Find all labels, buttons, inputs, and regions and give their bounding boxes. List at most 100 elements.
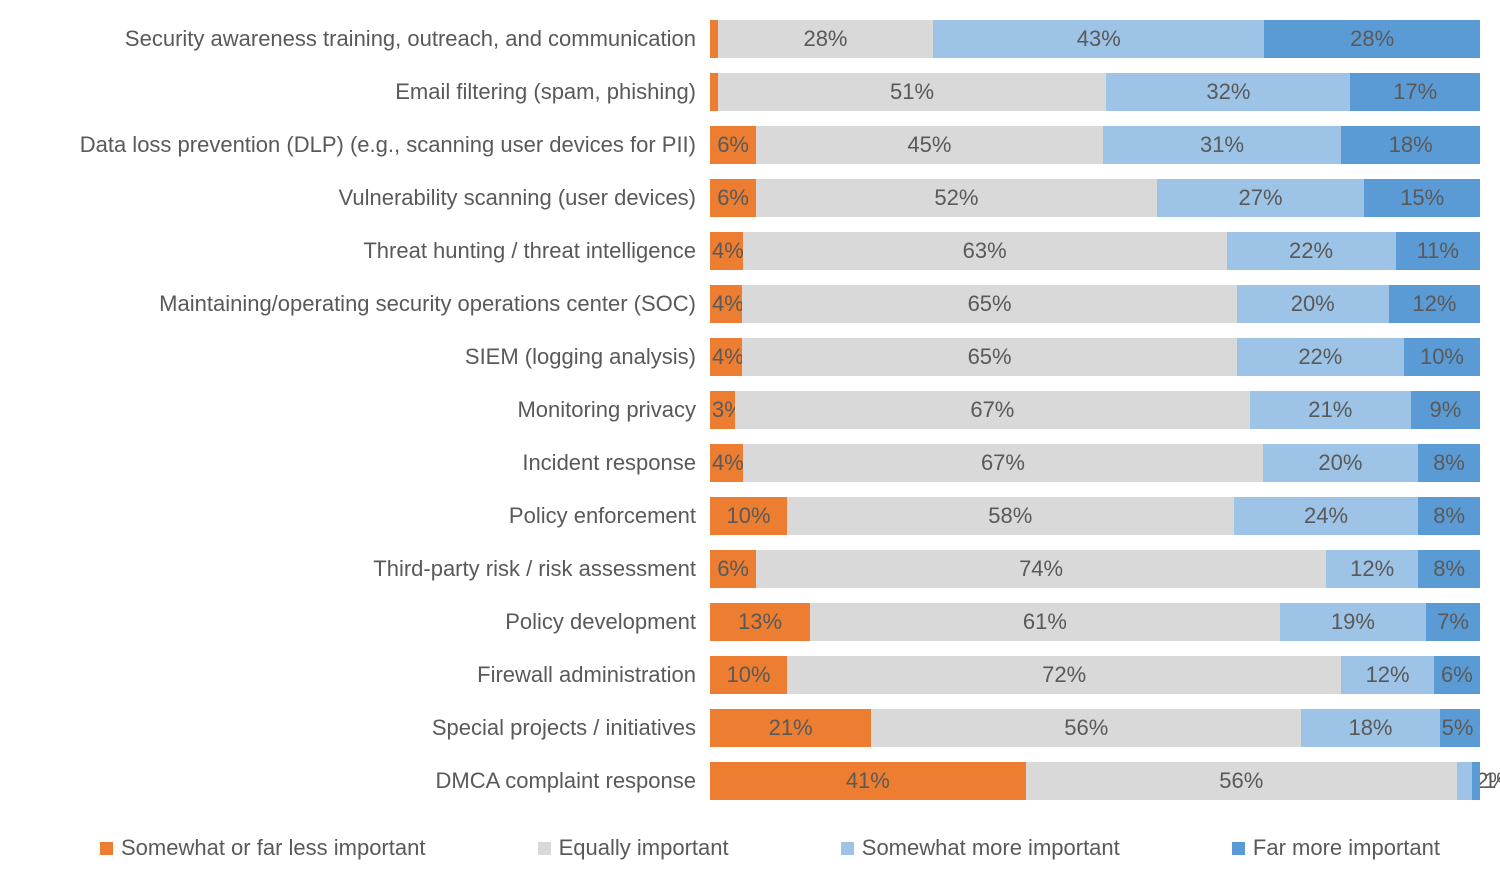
- row-label: Firewall administration: [20, 656, 710, 694]
- segment-value: 51%: [890, 79, 934, 105]
- segment-value: 4%: [712, 238, 744, 264]
- row-label: Threat hunting / threat intelligence: [20, 232, 710, 270]
- legend-swatch: [841, 842, 854, 855]
- segment-somewhat: 27%: [1157, 179, 1365, 217]
- segment-value: 56%: [1219, 768, 1263, 794]
- segment-value: 10%: [1420, 344, 1464, 370]
- segment-value: 4%: [712, 291, 744, 317]
- segment-equal: 51%: [718, 73, 1107, 111]
- segment-far: 17%: [1350, 73, 1480, 111]
- segment-value: 6%: [717, 132, 749, 158]
- segment-value: 31%: [1200, 132, 1244, 158]
- segment-value: 28%: [1350, 26, 1394, 52]
- chart-row: Firewall administration10%72%12%6%: [20, 656, 1480, 694]
- chart-row: Special projects / initiatives21%56%18%5…: [20, 709, 1480, 747]
- segment-value: 12%: [1350, 556, 1394, 582]
- chart-row: Policy enforcement10%58%24%8%: [20, 497, 1480, 535]
- bar: 10%72%12%6%: [710, 656, 1480, 694]
- segment-equal: 63%: [743, 232, 1227, 270]
- segment-equal: 56%: [871, 709, 1301, 747]
- segment-value: 6%: [717, 556, 749, 582]
- bar: 4% 63% 22% 11%: [710, 232, 1480, 270]
- chart-row: Threat hunting / threat intelligence4% 63…: [20, 232, 1480, 270]
- legend-item-far: Far more important: [1232, 835, 1440, 861]
- segment-value: 22%: [1289, 238, 1333, 264]
- row-label: Third-party risk / risk assessment: [20, 550, 710, 588]
- segment-less: 41%: [710, 762, 1026, 800]
- segment-far: 8%: [1418, 444, 1480, 482]
- segment-less: 13%: [710, 603, 810, 641]
- chart-row: Monitoring privacy3%67%21%9%: [20, 391, 1480, 429]
- segment-less: 3%: [710, 391, 735, 429]
- legend-swatch: [538, 842, 551, 855]
- segment-somewhat: 20%: [1263, 444, 1418, 482]
- segment-less: 1%: [710, 73, 718, 111]
- row-label: Special projects / initiatives: [20, 709, 710, 747]
- segment-equal: 52%: [756, 179, 1156, 217]
- segment-somewhat: 21%: [1250, 391, 1411, 429]
- segment-value: 58%: [988, 503, 1032, 529]
- segment-value: 63%: [963, 238, 1007, 264]
- segment-value: 10%: [726, 503, 770, 529]
- segment-value: 74%: [1019, 556, 1063, 582]
- segment-value: 9%: [1430, 397, 1462, 423]
- legend-item-equal: Equally important: [538, 835, 729, 861]
- segment-value: 65%: [968, 291, 1012, 317]
- segment-less: 1%: [710, 20, 718, 58]
- row-label: Policy development: [20, 603, 710, 641]
- bar: 41%56%2%1%: [710, 762, 1480, 800]
- chart-row: Incident response4%67%20%8%: [20, 444, 1480, 482]
- segment-somewhat: 19%: [1280, 603, 1426, 641]
- bar: 21%56%18%5%: [710, 709, 1480, 747]
- segment-far: 11%: [1396, 232, 1480, 270]
- bar: 4%65%20%12%: [710, 285, 1480, 323]
- segment-somewhat: 43%: [933, 20, 1264, 58]
- segment-equal: 74%: [756, 550, 1326, 588]
- segment-value: 12%: [1412, 291, 1456, 317]
- row-label: Vulnerability scanning (user devices): [20, 179, 710, 217]
- chart-row: Vulnerability scanning (user devices)6% 5…: [20, 179, 1480, 217]
- segment-less: 6%: [710, 126, 756, 164]
- chart-row: Data loss prevention (DLP) (e.g., scanni…: [20, 126, 1480, 164]
- segment-somewhat: 22%: [1227, 232, 1396, 270]
- segment-far: 8%: [1418, 497, 1480, 535]
- legend-item-somewhat: Somewhat more important: [841, 835, 1120, 861]
- row-label: Data loss prevention (DLP) (e.g., scanni…: [20, 126, 710, 164]
- segment-less: 4%: [710, 232, 743, 270]
- bar: 4%65%22%10%: [710, 338, 1480, 376]
- segment-value: 22%: [1298, 344, 1342, 370]
- legend: Somewhat or far less important Equally im…: [20, 835, 1480, 861]
- segment-far: 1%: [1472, 762, 1480, 800]
- segment-value: 61%: [1023, 609, 1067, 635]
- legend-swatch: [1232, 842, 1245, 855]
- segment-value: 8%: [1433, 503, 1465, 529]
- segment-value: 45%: [907, 132, 951, 158]
- segment-far: 5%: [1440, 709, 1480, 747]
- segment-equal: 45%: [756, 126, 1103, 164]
- segment-less: 6%: [710, 179, 756, 217]
- segment-far: 15%: [1364, 179, 1480, 217]
- legend-label: Somewhat more important: [862, 835, 1120, 861]
- segment-value: 27%: [1239, 185, 1283, 211]
- segment-far: 9%: [1411, 391, 1480, 429]
- segment-value: 15%: [1400, 185, 1444, 211]
- segment-far: 8%: [1418, 550, 1480, 588]
- chart-row: Email filtering (spam, phishing)1%51%32%…: [20, 73, 1480, 111]
- row-label: Maintaining/operating security operation…: [20, 285, 710, 323]
- legend-label: Far more important: [1253, 835, 1440, 861]
- segment-value: 8%: [1433, 556, 1465, 582]
- segment-value: 10%: [726, 662, 770, 688]
- segment-value: 8%: [1433, 450, 1465, 476]
- segment-value: 11%: [1417, 238, 1459, 264]
- segment-value: 13%: [738, 609, 782, 635]
- segment-value: 4%: [712, 344, 744, 370]
- segment-less: 10%: [710, 656, 787, 694]
- bar: 6% 52% 27% 15%: [710, 179, 1480, 217]
- segment-value: 52%: [934, 185, 978, 211]
- row-label: Email filtering (spam, phishing): [20, 73, 710, 111]
- chart-row: Maintaining/operating security operation…: [20, 285, 1480, 323]
- segment-far: 18%: [1341, 126, 1480, 164]
- legend-item-less: Somewhat or far less important: [100, 835, 425, 861]
- segment-value: 24%: [1304, 503, 1348, 529]
- segment-value: 43%: [1077, 26, 1121, 52]
